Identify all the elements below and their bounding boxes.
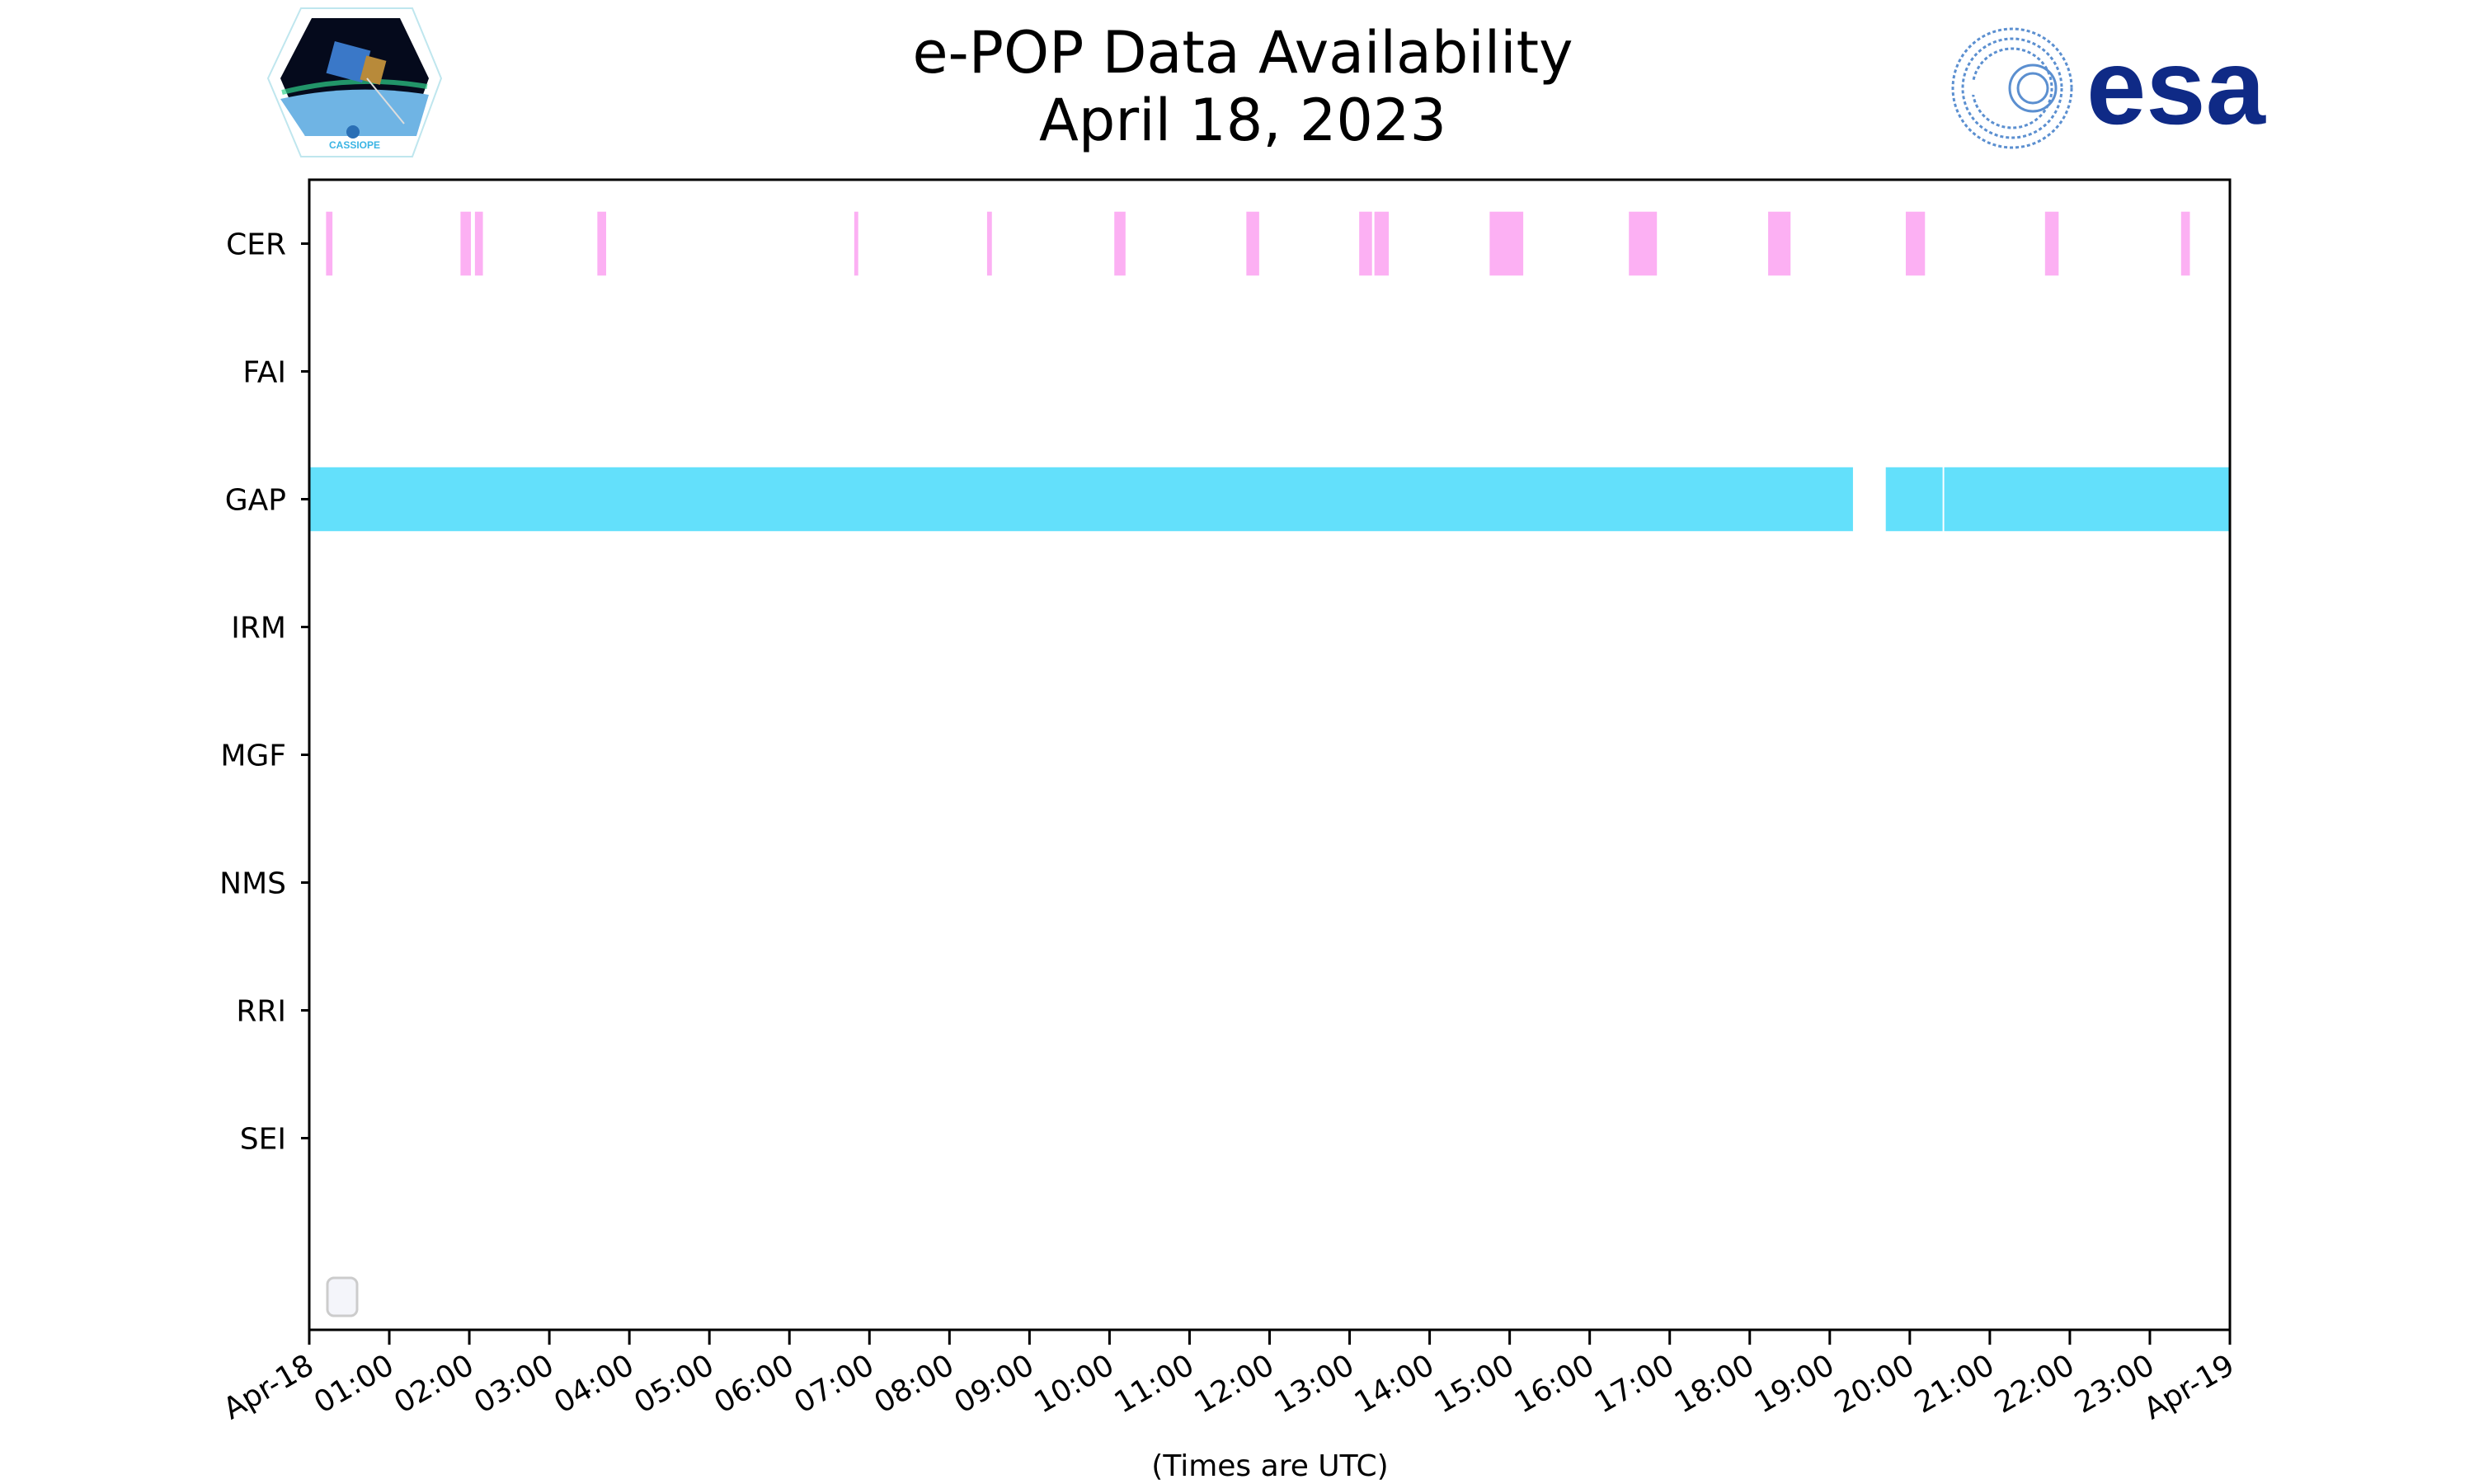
cassiope-logo: CASSIOPE	[266, 7, 443, 157]
bar-cer-9	[1374, 211, 1390, 276]
chart-subtitle: April 18, 2023	[1039, 87, 1446, 154]
legend-box	[326, 1276, 359, 1317]
x-tick-label: 07:00	[788, 1348, 879, 1420]
x-tick-label: 22:00	[1989, 1348, 2080, 1420]
x-tick-label: 16:00	[1509, 1348, 1600, 1420]
x-axis: Apr-1801:0002:0003:0004:0005:0006:0007:0…	[218, 1330, 2241, 1426]
x-tick-label: 19:00	[1749, 1348, 1840, 1420]
x-tick-label: 14:00	[1349, 1348, 1440, 1420]
cassiope-logo-text: CASSIOPE	[329, 139, 380, 151]
y-tick-label: NMS	[219, 867, 286, 901]
bar-cer-7	[1246, 211, 1259, 276]
x-tick-label: 20:00	[1829, 1348, 1920, 1420]
bar-cer-8	[1359, 211, 1372, 276]
bar-cer-15	[2180, 211, 2190, 276]
y-tick-label: FAI	[242, 356, 286, 390]
esa-logo-text: esa	[2086, 26, 2267, 147]
x-tick-label: 17:00	[1589, 1348, 1680, 1420]
x-axis-label: (Times are UTC)	[1151, 1449, 1388, 1483]
x-tick-label: 21:00	[1909, 1348, 2000, 1420]
bar-gap-2	[1944, 467, 2230, 532]
y-tick-label: CER	[226, 228, 286, 262]
y-tick-label: RRI	[236, 995, 286, 1029]
bar-cer-6	[1114, 211, 1126, 276]
x-tick-label: 15:00	[1429, 1348, 1520, 1420]
esa-logo: esa	[1951, 26, 2267, 149]
bar-cer-4	[854, 211, 858, 276]
chart-title: e-POP Data Availability	[912, 19, 1573, 87]
bar-cer-1	[460, 211, 472, 276]
x-tick-label: 02:00	[388, 1348, 479, 1420]
bar-cer-10	[1489, 211, 1524, 276]
x-tick-label: Apr-18	[218, 1348, 319, 1426]
x-tick-label: 09:00	[949, 1348, 1040, 1420]
x-tick-label: 05:00	[628, 1348, 719, 1420]
bar-cer-0	[326, 211, 333, 276]
bar-cer-14	[2044, 211, 2059, 276]
x-tick-label: Apr-19	[2138, 1348, 2240, 1426]
x-tick-label: 01:00	[308, 1348, 399, 1420]
x-tick-label: 03:00	[468, 1348, 559, 1420]
x-tick-label: 18:00	[1669, 1348, 1760, 1420]
bar-cer-13	[1905, 211, 1926, 276]
x-tick-label: 10:00	[1029, 1348, 1120, 1420]
y-tick-label: MGF	[220, 740, 286, 773]
bar-gap-1	[1885, 467, 1943, 532]
x-tick-label: 12:00	[1189, 1348, 1280, 1420]
plot-frame	[308, 178, 2232, 1331]
bar-cer-3	[597, 211, 607, 276]
bars-layer	[309, 211, 2230, 532]
bar-cer-2	[474, 211, 483, 276]
x-tick-label: 06:00	[708, 1348, 799, 1420]
y-tick-label: SEI	[240, 1123, 286, 1157]
bar-cer-12	[1768, 211, 1791, 276]
x-tick-label: 13:00	[1269, 1348, 1360, 1420]
x-tick-label: 11:00	[1109, 1348, 1200, 1420]
bar-cer-5	[986, 211, 992, 276]
bar-cer-11	[1629, 211, 1658, 276]
bar-gap-0	[309, 467, 1853, 532]
y-axis: CER FAI GAP IRM MGF NMS RRI SEI	[219, 228, 309, 1157]
y-tick-label: GAP	[225, 484, 286, 518]
y-tick-label: IRM	[231, 612, 286, 646]
x-tick-label: 08:00	[868, 1348, 959, 1420]
x-tick-label: 04:00	[548, 1348, 639, 1420]
